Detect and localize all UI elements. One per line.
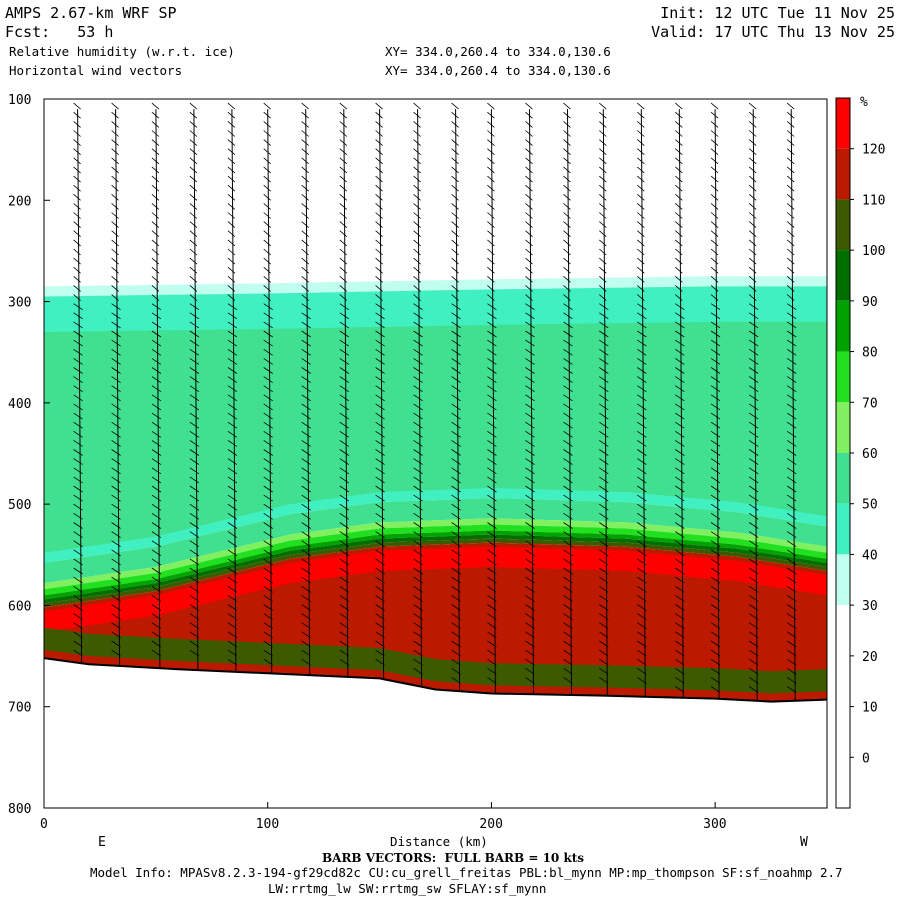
wind-barb-staff bbox=[417, 109, 423, 686]
colorbar-swatch bbox=[836, 655, 850, 707]
wind-barb-flags bbox=[786, 102, 797, 693]
colorbar-swatch bbox=[836, 503, 850, 555]
wind-barb-flags bbox=[73, 102, 83, 657]
colorbar-swatch bbox=[836, 605, 850, 656]
colorbar-tick-label: 40 bbox=[862, 548, 878, 563]
colorbar-tick-label: 20 bbox=[862, 650, 878, 665]
cross-section-xy-2: XY= 334.0,260.4 to 334.0,130.6 bbox=[385, 63, 611, 78]
colorbar-swatch bbox=[836, 148, 850, 200]
y-tick-label: 600 bbox=[8, 599, 31, 614]
model-info-physics: LW:rrtmg_lw SW:rrtmg_sw SFLAY:sf_mynn bbox=[268, 881, 547, 896]
colorbar-tick-label: 30 bbox=[862, 599, 878, 614]
y-tick-label: 700 bbox=[8, 701, 31, 716]
y-tick-label: 100 bbox=[8, 93, 31, 108]
wind-barb-flags bbox=[301, 102, 311, 666]
colorbar-swatch bbox=[836, 706, 850, 758]
wind-barb-flags bbox=[263, 102, 273, 666]
colorbar-swatch bbox=[836, 453, 850, 504]
x-end-label-left: E bbox=[98, 835, 106, 850]
wind-barb-flags bbox=[111, 102, 121, 657]
wind-barb-flags bbox=[451, 102, 461, 684]
colorbar-tick-label: 60 bbox=[862, 447, 878, 462]
rh-band-100-near-surface bbox=[44, 627, 827, 694]
wind-barb-staff bbox=[231, 109, 237, 672]
cross-section-xy-1: XY= 334.0,260.4 to 334.0,130.6 bbox=[385, 44, 611, 59]
forecast-hour: Fcst: 53 h bbox=[5, 23, 114, 41]
y-tick-label: 300 bbox=[8, 296, 31, 311]
field-label-rh: Relative humidity (w.r.t. ice) bbox=[9, 44, 235, 59]
wind-barb-staff bbox=[567, 109, 572, 695]
wind-barb-flags bbox=[413, 102, 423, 675]
rh-band-50 bbox=[44, 321, 827, 553]
y-tick-label: 200 bbox=[8, 194, 31, 209]
wind-barb-flags bbox=[339, 102, 350, 666]
wind-barbs bbox=[73, 102, 797, 701]
wind-barb-flags bbox=[189, 102, 200, 657]
colorbar-swatch bbox=[836, 757, 850, 808]
colorbar-unit: % bbox=[860, 95, 868, 110]
wind-barb-flags bbox=[748, 102, 759, 693]
y-tick-label: 400 bbox=[8, 397, 31, 412]
wind-barb-flags bbox=[525, 102, 535, 684]
wind-barb-flags bbox=[599, 102, 609, 684]
colorbar-swatch bbox=[836, 351, 850, 403]
x-tick-label: 0 bbox=[40, 817, 48, 832]
y-tick-label: 800 bbox=[8, 802, 31, 817]
colorbar-swatch bbox=[836, 300, 850, 352]
colorbar-tick-label: 100 bbox=[862, 244, 885, 259]
x-end-label-right: W bbox=[800, 835, 808, 850]
colorbar-swatch bbox=[836, 250, 850, 301]
wind-barb-staff bbox=[155, 109, 161, 669]
wind-barb-flags bbox=[227, 102, 238, 666]
model-info: Model Info: MPASv8.2.3-194-gf29cd82c CU:… bbox=[90, 865, 843, 880]
colorbar-tick-label: 120 bbox=[862, 143, 885, 158]
colorbar-swatch bbox=[836, 199, 850, 251]
wind-barb-staff bbox=[602, 109, 608, 696]
wind-barb-staff bbox=[305, 109, 311, 676]
x-tick-label: 200 bbox=[479, 817, 502, 832]
wind-barb-staff bbox=[455, 109, 461, 692]
wind-barb-flags bbox=[151, 102, 162, 657]
wind-barb-staff bbox=[529, 109, 534, 695]
x-tick-label: 100 bbox=[256, 817, 279, 832]
colorbar-tick-label: 10 bbox=[862, 701, 878, 716]
colorbar-swatch bbox=[836, 402, 850, 453]
colorbar-tick-label: 0 bbox=[862, 751, 870, 766]
wind-barb-staff bbox=[490, 109, 496, 694]
wind-barb-flags bbox=[563, 102, 573, 684]
wind-barb-flags bbox=[375, 102, 385, 666]
rh-band-50-lower bbox=[44, 498, 827, 584]
wind-barb-flags bbox=[675, 102, 685, 693]
below-terrain-mask bbox=[44, 658, 827, 808]
barb-legend: BARB VECTORS: FULL BARB = 10 kts bbox=[322, 851, 585, 865]
field-label-wind: Horizontal wind vectors bbox=[9, 63, 183, 78]
terrain-line bbox=[43, 657, 828, 703]
y-tick-label: 500 bbox=[8, 498, 31, 513]
wind-barb-flags bbox=[710, 102, 721, 693]
model-title: AMPS 2.67-km WRF SP bbox=[5, 4, 177, 22]
colorbar-tick-label: 50 bbox=[862, 498, 878, 513]
x-tick-label: 300 bbox=[703, 817, 726, 832]
wind-barb-staff bbox=[379, 109, 385, 679]
wind-barb-flags bbox=[487, 102, 497, 684]
plot-frame bbox=[43, 98, 828, 809]
colorbar-swatch bbox=[836, 554, 850, 606]
x-axis-title: Distance (km) bbox=[390, 834, 488, 849]
colorbar-swatch bbox=[836, 98, 850, 149]
valid-time: Valid: 17 UTC Thu 13 Nov 25 bbox=[651, 23, 895, 41]
colorbar-tick-label: 90 bbox=[862, 295, 878, 310]
rh-band-110-near-surface bbox=[44, 650, 827, 702]
init-time: Init: 12 UTC Tue 11 Nov 25 bbox=[660, 4, 895, 22]
colorbar-tick-label: 110 bbox=[862, 193, 885, 208]
wind-barb-staff bbox=[77, 109, 83, 663]
wind-barb-staff bbox=[267, 109, 273, 674]
colorbar-tick-label: 80 bbox=[862, 346, 878, 361]
rh-band-120 bbox=[44, 546, 827, 632]
wind-barb-flags bbox=[637, 102, 647, 684]
colorbar-tick-label: 70 bbox=[862, 396, 878, 411]
